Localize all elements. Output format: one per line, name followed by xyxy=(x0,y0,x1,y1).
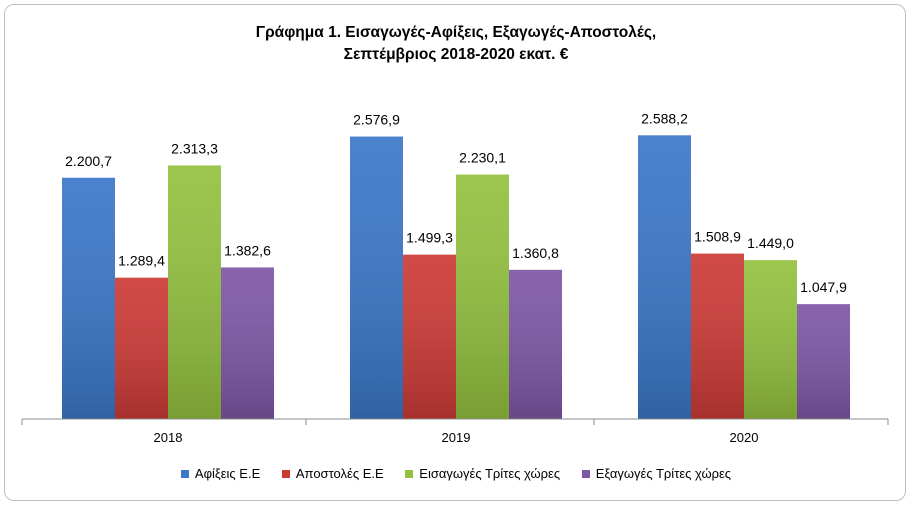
data-label: 2.200,7 xyxy=(65,153,112,169)
data-label: 1.449,0 xyxy=(747,235,794,251)
chart-title: Γράφημα 1. Εισαγωγές-Αφίξεις, Εξαγωγές-Α… xyxy=(0,22,912,66)
legend-swatch xyxy=(405,470,414,478)
bar-shading xyxy=(691,253,744,419)
data-label: 1.360,8 xyxy=(512,245,559,261)
bar-shading xyxy=(168,165,221,419)
x-tick-label: 2020 xyxy=(730,430,759,445)
legend-label: Αποστολές Ε.Ε xyxy=(295,466,384,481)
chart-title-line-1: Γράφημα 1. Εισαγωγές-Αφίξεις, Εξαγωγές-Α… xyxy=(255,24,657,41)
bar-shading xyxy=(456,174,509,419)
data-label: 2.576,9 xyxy=(353,112,400,128)
legend-label: Εισαγωγές Τρίτες χώρες xyxy=(419,466,561,481)
bar-shading xyxy=(509,269,562,419)
bar-shading xyxy=(350,136,403,420)
data-label: 2.588,2 xyxy=(641,110,688,126)
legend-item-exports-third-countries: Εξαγωγές Τρίτες χώρες xyxy=(581,466,732,481)
data-label: 1.047,9 xyxy=(800,279,847,295)
legend-swatch xyxy=(180,470,189,478)
data-label: 1.499,3 xyxy=(406,230,453,246)
bar-shading xyxy=(797,304,850,419)
data-label: 1.508,9 xyxy=(694,229,741,245)
x-tick-label: 2018 xyxy=(154,430,183,445)
legend: Αφίξεις Ε.Ε Αποστολές Ε.Ε Εισαγωγές Τρίτ… xyxy=(0,466,912,481)
bar-shading xyxy=(221,267,274,419)
bar-shading xyxy=(744,260,797,419)
legend-item-arrivals-eu: Αφίξεις Ε.Ε xyxy=(180,466,261,481)
data-label: 1.289,4 xyxy=(118,253,165,269)
legend-label: Αφίξεις Ε.Ε xyxy=(194,466,261,481)
data-label: 2.313,3 xyxy=(171,140,218,156)
legend-swatch xyxy=(281,470,290,478)
x-tick-label: 2019 xyxy=(442,430,471,445)
legend-swatch xyxy=(581,470,590,478)
bar-shading xyxy=(62,177,115,419)
legend-item-dispatches-eu: Αποστολές Ε.Ε xyxy=(281,466,384,481)
bar-shading xyxy=(403,254,456,419)
bar-shading xyxy=(638,135,691,419)
bar-shading xyxy=(115,277,168,419)
data-label: 2.230,1 xyxy=(459,150,506,166)
chart-title-line-2: Σεπτέμβριος 2018-2020 εκατ. € xyxy=(343,46,569,63)
legend-item-imports-third-countries: Εισαγωγές Τρίτες χώρες xyxy=(405,466,560,481)
data-label: 1.382,6 xyxy=(224,242,271,258)
legend-label: Εξαγωγές Τρίτες χώρες xyxy=(595,466,732,481)
